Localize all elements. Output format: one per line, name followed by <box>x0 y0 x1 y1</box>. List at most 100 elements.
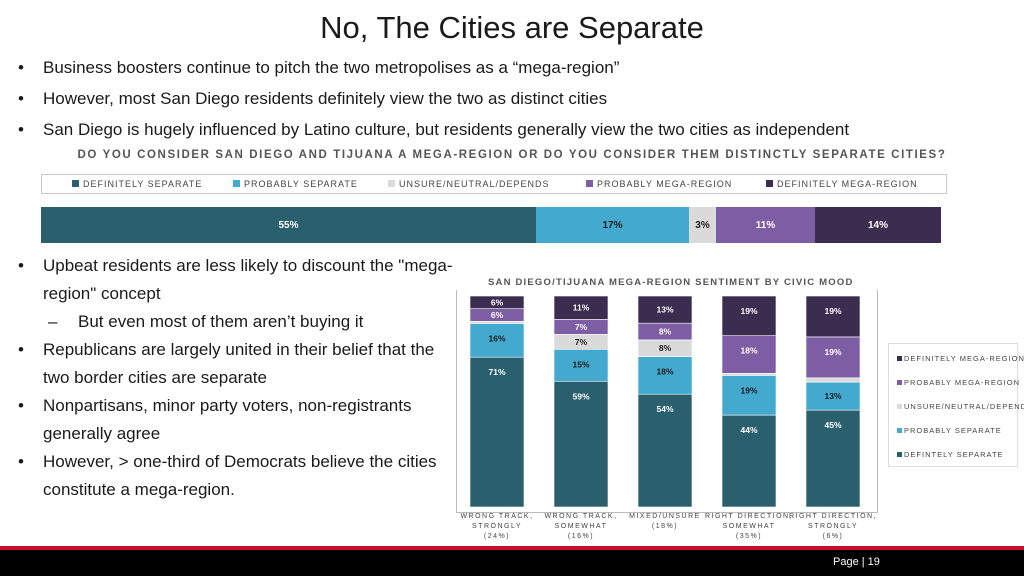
legend2-item-definitely-mega: DEFINITELY MEGA-REGION <box>897 354 1024 363</box>
chart1-segment-definitely-separate: 55% <box>41 207 536 243</box>
legend1-item-probably-separate: PROBABLY SEPARATE <box>233 179 358 189</box>
bullet-republicans: Republicans are largely united in their … <box>18 336 458 392</box>
chart2-x-label-5: RIGHT DIRECTION, STRONGLY (6%) <box>788 512 878 542</box>
chart1-segment-definitely-mega: 14% <box>815 207 941 243</box>
chart2-x-label-line: STRONGLY <box>808 523 858 530</box>
chart2-label-probably-separate-4: 19% <box>740 385 757 395</box>
bullet-democrats: However, > one-third of Democrats believ… <box>18 448 458 504</box>
legend1-item-probably-mega: PROBABLY MEGA-REGION <box>586 179 732 189</box>
chart2-label-definitely-mega-1: 6% <box>491 297 504 307</box>
footer-accent-line <box>0 546 1024 550</box>
chart2-bar-probably-separate-3 <box>637 356 693 395</box>
chart2-label-unsure-3: 8% <box>659 343 672 353</box>
bullet-latino: San Diego is hugely influenced by Latino… <box>18 114 1018 145</box>
chart2-label-probably-separate-1: 16% <box>488 333 505 343</box>
chart2-x-label-3: MIXED/UNSURE (18%) <box>620 512 710 532</box>
chart2-label-probably-mega-4: 18% <box>740 346 757 356</box>
chart2-x-label-line: WRONG TRACK, <box>544 513 618 520</box>
chart2-label-definitely-mega-3: 13% <box>656 305 673 315</box>
legend1-swatch <box>586 180 593 187</box>
chart2-bar-unsure-1 <box>469 321 525 324</box>
chart2-bar-unsure-5 <box>805 377 861 383</box>
chart1-segment-unsure: 3% <box>689 207 716 243</box>
chart2-label-probably-mega-5: 19% <box>824 347 841 357</box>
chart2-bar-definitely-mega-4 <box>721 295 777 336</box>
legend1-item-definitely-separate: DEFINITELY SEPARATE <box>72 179 202 189</box>
chart1-stacked-bar: 55% 17% 3% 11% 14% <box>41 207 941 243</box>
bullet-distinct: However, most San Diego residents defini… <box>18 83 1018 114</box>
chart2-legend: DEFINITELY MEGA-REGION PROBABLY MEGA-REG… <box>888 343 1024 467</box>
chart2-bar-definitely-mega-1 <box>469 295 525 309</box>
legend2-item-definitely-separate: DEFINTELY SEPARATE <box>897 450 1004 459</box>
chart2-frame <box>456 290 878 513</box>
chart2-bar-probably-separate-4 <box>721 375 777 416</box>
chart2-label-definitely-separate-2: 59% <box>572 391 589 401</box>
chart1-legend: DEFINITELY SEPARATE PROBABLY SEPARATE UN… <box>41 174 947 194</box>
subbullet-not-buying: But even most of them aren’t buying it <box>18 308 458 336</box>
chart2-label-probably-separate-2: 15% <box>572 359 589 369</box>
chart2-label-probably-separate-3: 18% <box>656 367 673 377</box>
chart2-label-probably-separate-5: 13% <box>824 391 841 401</box>
legend2-swatch <box>897 356 902 361</box>
chart2-x-label-line: SOMEWHAT <box>722 523 776 530</box>
chart2-label-probably-mega-3: 8% <box>659 327 672 337</box>
legend1-swatch <box>72 180 79 187</box>
chart2-bar-definitely-separate-3 <box>637 393 693 508</box>
chart1-segment-probably-separate: 17% <box>536 207 689 243</box>
legend2-swatch <box>897 428 902 433</box>
page-number: Page | 19 <box>833 556 880 568</box>
chart2-x-label-line: RIGHT DIRECTION, <box>788 513 878 520</box>
chart2-bar-unsure-4 <box>721 372 777 376</box>
chart2-x-label-1: WRONG TRACK, STRONGLY (24%) <box>452 512 542 542</box>
chart2-x-label-line: MIXED/UNSURE <box>629 513 701 520</box>
chart2-bar-definitely-separate-5 <box>805 409 861 508</box>
chart2-x-label-4: RIGHT DIRECTION, SOMEWHAT (35%) <box>704 512 794 542</box>
legend1-swatch <box>766 180 773 187</box>
legend2-swatch <box>897 380 902 385</box>
legend1-swatch <box>233 180 240 187</box>
top-bullet-list: Business boosters continue to pitch the … <box>18 52 1018 145</box>
legend1-item-unsure: UNSURE/NEUTRAL/DEPENDS <box>388 179 550 189</box>
chart2-label-probably-mega-2: 7% <box>575 322 588 332</box>
chart2-bar-definitely-mega-3 <box>637 295 693 324</box>
legend1-swatch <box>388 180 395 187</box>
chart2-label-probably-mega-1: 6% <box>491 310 504 320</box>
chart2-label-definitely-separate-4: 44% <box>740 425 757 435</box>
chart2-x-label-line: (16%) <box>567 533 595 540</box>
legend2-item-probably-mega: PROBABLY MEGA-REGION <box>897 378 1020 387</box>
chart2-x-label-line: (24%) <box>483 533 511 540</box>
chart2-label-definitely-separate-1: 71% <box>488 367 505 377</box>
chart1-segment-probably-mega: 11% <box>716 207 815 243</box>
chart2-bar-definitely-separate-2 <box>553 380 609 508</box>
footer-bar <box>0 550 1024 576</box>
chart2-x-label-line: (35%) <box>735 533 763 540</box>
chart2-x-label-2: WRONG TRACK, SOMEWHAT (16%) <box>536 512 626 542</box>
legend2-swatch <box>897 404 902 409</box>
chart2-bar-definitely-separate-1 <box>469 356 525 508</box>
chart2-bar-probably-mega-5 <box>805 336 861 379</box>
chart2-x-label-line: SOMEWHAT <box>554 523 608 530</box>
chart2-x-label-line: WRONG TRACK, <box>460 513 534 520</box>
bullet-upbeat: Upbeat residents are less likely to disc… <box>18 252 458 308</box>
chart1-title: DO YOU CONSIDER SAN DIEGO AND TIJUANA A … <box>77 149 947 161</box>
chart2-bar-definitely-mega-2 <box>553 295 609 320</box>
chart2-label-definitely-mega-5: 19% <box>824 306 841 316</box>
chart2-label-definitely-mega-2: 11% <box>573 303 590 313</box>
chart2-x-label-line: STRONGLY <box>472 523 522 530</box>
chart2-x-label-line: (6%) <box>822 533 844 540</box>
chart2-x-label-line: RIGHT DIRECTION, <box>704 513 794 520</box>
chart2-bar-definitely-mega-5 <box>805 295 861 338</box>
legend2-swatch <box>897 452 902 457</box>
left-bullet-list: Upbeat residents are less likely to disc… <box>18 252 458 504</box>
chart2-x-label-line: (18%) <box>651 523 679 530</box>
chart2-label-definitely-separate-5: 45% <box>824 420 841 430</box>
legend2-item-probably-separate: PROBABLY SEPARATE <box>897 426 1002 435</box>
legend1-item-definitely-mega: DEFINITELY MEGA-REGION <box>766 179 918 189</box>
chart2-label-unsure-2: 7% <box>575 337 588 347</box>
bullet-nonpartisans: Nonpartisans, minor party voters, non-re… <box>18 392 458 448</box>
chart2-bar-probably-separate-2 <box>553 348 609 382</box>
chart2-bar-probably-separate-1 <box>469 323 525 358</box>
chart2-label-definitely-separate-3: 54% <box>656 404 673 414</box>
legend2-item-unsure: UNSURE/NEUTRAL/DEPENDS <box>897 402 1024 411</box>
